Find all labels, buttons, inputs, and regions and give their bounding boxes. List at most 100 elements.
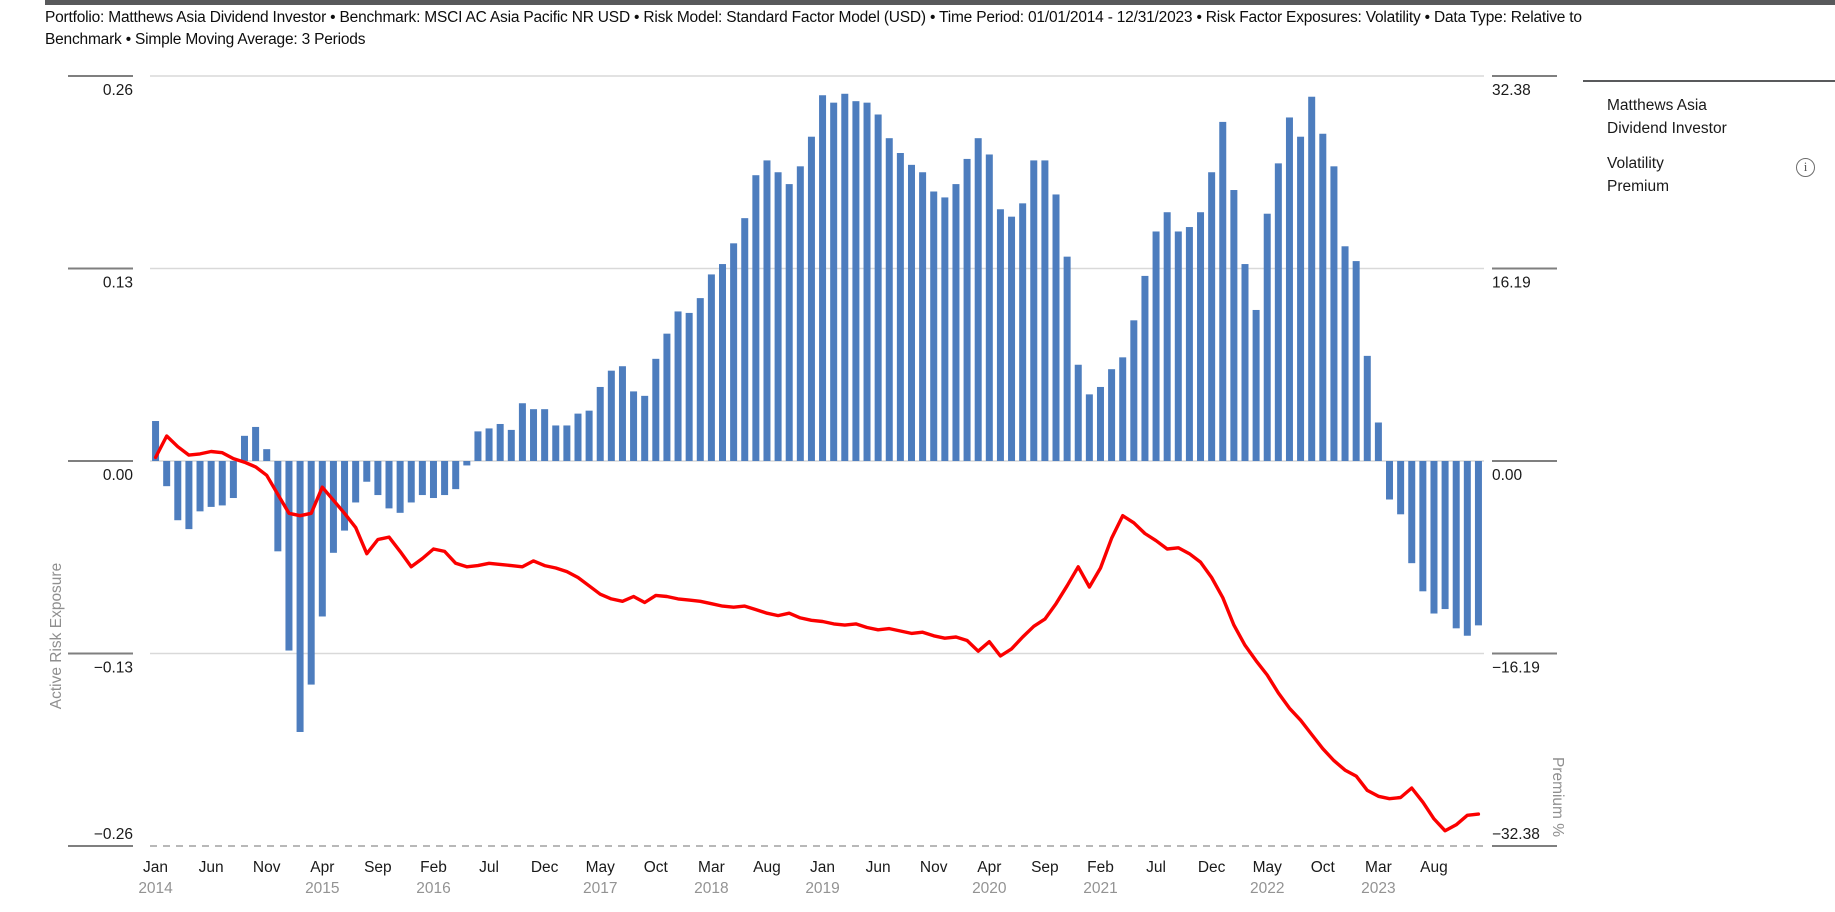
top-divider-bar: [45, 0, 1835, 5]
bar-series-swatch: [1584, 98, 1598, 112]
x-year-label: 2022: [1250, 880, 1284, 897]
bar: [1474, 461, 1482, 626]
bar: [463, 461, 471, 466]
x-year-label: 2023: [1361, 880, 1395, 897]
x-year-label: 2019: [805, 880, 839, 897]
left-axis-tick-label: 0.13: [103, 275, 133, 292]
x-month-label: Oct: [1311, 859, 1336, 876]
line-series-swatch: [1584, 161, 1599, 165]
bar: [196, 461, 204, 512]
bar: [429, 461, 437, 499]
legend-label-line2: Premium: [1607, 178, 1670, 195]
bar: [418, 461, 426, 496]
bar: [952, 184, 960, 461]
bar: [1119, 357, 1127, 461]
bar: [907, 164, 915, 461]
bar: [263, 449, 271, 461]
legend-label-line2: Dividend Investor: [1607, 120, 1727, 137]
bar: [1297, 136, 1305, 461]
bar: [574, 413, 582, 461]
bar: [185, 461, 193, 530]
bar: [1074, 364, 1082, 461]
x-month-label: Jun: [866, 859, 891, 876]
bar: [885, 138, 893, 461]
bar: [1085, 394, 1093, 461]
bar: [585, 410, 593, 461]
legend-item-volatility-premium[interactable]: Volatility Premium: [1583, 152, 1835, 198]
x-month-label: Nov: [920, 859, 948, 876]
bar: [874, 114, 882, 461]
legend-label-line1: Volatility: [1607, 155, 1664, 172]
x-month-label: Mar: [1365, 859, 1392, 876]
bar: [1408, 461, 1416, 564]
bar: [763, 160, 771, 461]
right-axis-tick-label: 32.38: [1492, 82, 1531, 99]
bar: [796, 166, 804, 462]
x-month-label: May: [586, 859, 616, 876]
bar: [174, 461, 182, 521]
bar: [1130, 320, 1138, 461]
bar: [730, 243, 738, 461]
bar: [274, 461, 282, 552]
x-month-label: Apr: [310, 859, 334, 876]
bar: [563, 425, 571, 461]
bar: [1263, 213, 1271, 461]
bar: [1230, 190, 1238, 461]
axis-ticks: 0.26 0.13 0.00 −0.13 −0.26 32.38 16.19 0.00 −16.…: [68, 75, 1557, 847]
bar: [618, 366, 626, 461]
bar: [685, 312, 693, 461]
bar: [207, 461, 215, 507]
bar: [1352, 261, 1360, 461]
x-month-label: Mar: [698, 859, 725, 876]
bar: [407, 461, 415, 503]
bar: [774, 172, 782, 461]
right-axis-tick-label: 0.00: [1492, 467, 1523, 484]
bar: [1397, 461, 1405, 515]
info-icon[interactable]: i: [1796, 158, 1815, 177]
bar: [830, 102, 838, 462]
x-month-label: Oct: [644, 859, 669, 876]
bar: [841, 93, 849, 462]
bar: [1141, 275, 1149, 461]
bar: [485, 428, 493, 461]
bar: [474, 431, 482, 461]
bar: [218, 461, 226, 506]
x-axis-labels: Jan 2014 Jun Nov Apr 2015 Sep Feb 2016 Jul Dec May 2…: [138, 859, 1447, 897]
bar: [1096, 386, 1104, 461]
bar: [452, 461, 460, 490]
bar: [552, 425, 560, 461]
bar: [596, 386, 604, 461]
x-month-label: May: [1253, 859, 1283, 876]
legend-item-portfolio[interactable]: Matthews Asia Dividend Investor: [1583, 94, 1835, 140]
left-axis-tick-label: −0.13: [94, 660, 133, 677]
bar: [329, 461, 337, 553]
header-line1: Portfolio: Matthews Asia Dividend Invest…: [45, 9, 1582, 26]
chart-legend: Matthews Asia Dividend Investor Volatili…: [1583, 80, 1835, 198]
bar: [507, 429, 515, 461]
x-month-label: Feb: [1087, 859, 1114, 876]
x-month-label: Aug: [753, 859, 781, 876]
bar: [240, 435, 248, 461]
bar: [1041, 160, 1049, 461]
right-axis-tick-label: −32.38: [1492, 826, 1540, 843]
x-month-label: Sep: [1031, 859, 1059, 876]
left-axis-title: Active Risk Exposure: [48, 562, 65, 710]
bar: [930, 191, 938, 461]
bar: [352, 461, 360, 503]
bar: [941, 197, 949, 461]
bar: [496, 423, 504, 461]
bar: [1274, 163, 1282, 461]
bar: [752, 175, 760, 461]
bar: [341, 461, 349, 531]
bar: [396, 461, 404, 513]
bar: [1185, 227, 1193, 461]
x-month-label: Dec: [531, 859, 559, 876]
bar: [696, 298, 704, 461]
left-axis-tick-label: −0.26: [94, 826, 133, 843]
bar: [1252, 309, 1260, 461]
bar: [530, 409, 538, 461]
x-month-label: Jan: [143, 859, 168, 876]
x-year-label: 2014: [138, 880, 173, 897]
